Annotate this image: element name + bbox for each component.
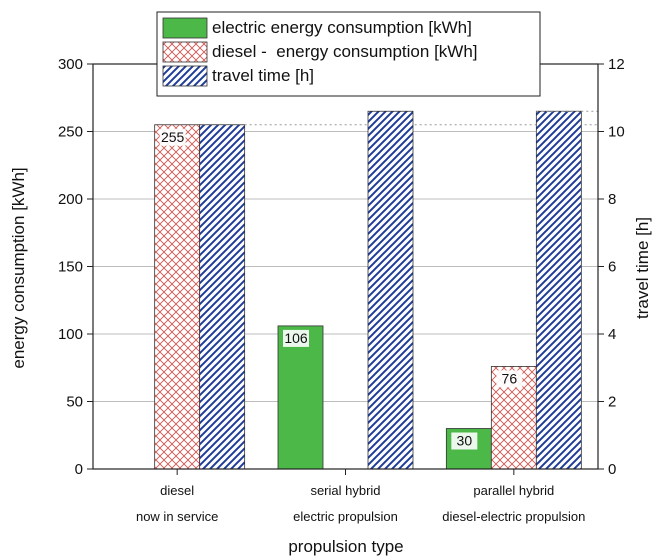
data-label: 255 [161, 129, 185, 145]
legend-label-travel-time: travel time [h] [212, 66, 314, 85]
right-tick-label: 12 [608, 56, 625, 73]
left-tick-label: 0 [75, 461, 83, 478]
data-label-bg [283, 329, 309, 347]
data-label: 30 [457, 433, 473, 449]
x-axis-label: propulsion type [288, 537, 403, 556]
x-tick-label: diesel-electric propulsion [442, 509, 585, 524]
right-axis-ticks: 0 2 4 6 8 10 12 [598, 56, 625, 478]
bar-diagonal-0 [199, 124, 246, 470]
left-tick-label: 100 [58, 326, 83, 343]
left-axis-label: energy consumption [kWh] [9, 167, 28, 368]
data-label-bg [451, 432, 478, 450]
x-tick-label: electric propulsion [293, 509, 398, 524]
legend-label-electric: electric energy consumption [kWh] [212, 18, 472, 37]
right-tick-label: 0 [608, 461, 616, 478]
right-tick-label: 2 [608, 394, 616, 411]
x-tick-label: diesel [160, 483, 194, 498]
x-tick-label: now in service [136, 509, 218, 524]
legend-swatch-electric [162, 17, 208, 39]
left-tick-label: 300 [58, 56, 83, 73]
data-label-bg [496, 370, 523, 388]
left-tick-label: 50 [66, 394, 83, 411]
right-tick-label: 10 [608, 124, 625, 141]
data-label-bg [159, 128, 186, 146]
right-tick-label: 6 [608, 259, 616, 276]
x-tick-label: parallel hybrid [473, 483, 554, 498]
x-tick-label: serial hybrid [310, 483, 380, 498]
right-tick-label: 4 [608, 326, 616, 343]
left-tick-label: 150 [58, 259, 83, 276]
legend-box [156, 11, 541, 97]
right-axis-label: travel time [h] [633, 217, 652, 319]
left-tick-label: 250 [58, 124, 83, 141]
data-label: 76 [502, 370, 518, 386]
bars [154, 110, 598, 470]
legend-swatch-travel-time [162, 65, 208, 87]
legend-swatch-diesel [162, 41, 208, 63]
legend: electric energy consumption [kWh] diesel… [156, 11, 541, 97]
right-tick-label: 8 [608, 191, 616, 208]
bar-diagonal-2 [535, 110, 582, 470]
data-labels: 106 30 255 76 [159, 128, 523, 450]
legend-label-diesel: diesel - energy consumption [kWh] [212, 42, 478, 61]
bar-solid-1 [277, 325, 324, 470]
x-axis-ticks: diesel now in service serial hybrid electri… [136, 469, 585, 524]
bar-diagonal-1 [367, 110, 414, 470]
data-label: 106 [284, 330, 308, 346]
bar-crosshatch-0 [154, 124, 201, 470]
left-axis-ticks: 0 50 100 150 200 250 300 [58, 56, 93, 478]
left-tick-label: 200 [58, 191, 83, 208]
